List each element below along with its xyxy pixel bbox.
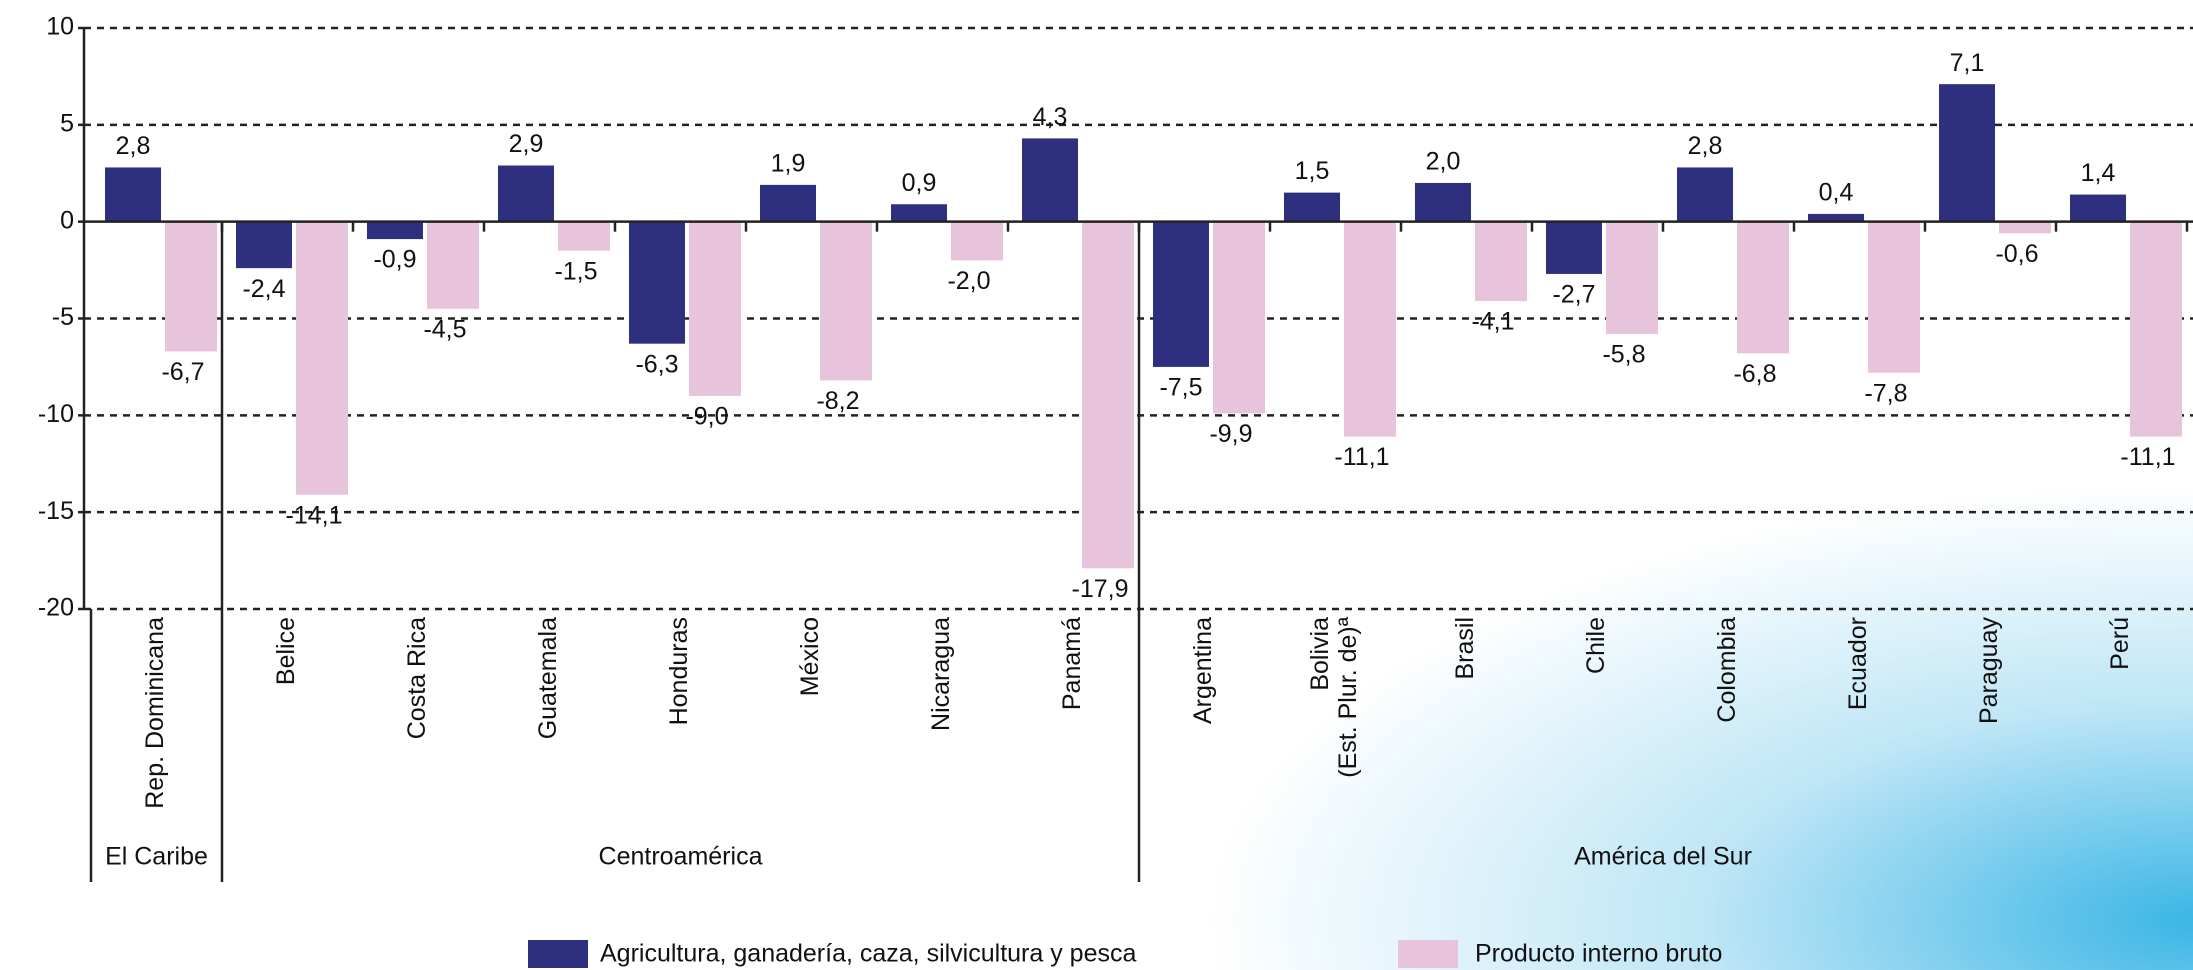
bar [689,221,741,396]
y-tick-label: -10 [38,400,74,428]
x-tick-label: Colombia [1713,617,1741,723]
value-label: -17,9 [1072,575,1129,603]
value-label: -0,6 [1995,240,2038,268]
y-tick-label: -15 [38,497,74,525]
legend-swatch [1398,940,1458,968]
bar [1808,213,1864,222]
x-tick-label: Rep. Dominicana [141,617,169,809]
value-label: 0,9 [902,169,937,197]
value-label: -7,5 [1159,374,1202,402]
bar [1939,84,1995,222]
value-label: -5,8 [1602,341,1645,369]
y-tick-label: -5 [52,303,74,331]
bar [2070,194,2126,222]
value-label: 0,4 [1819,179,1854,207]
value-label: -2,4 [242,275,285,303]
x-tick-label: Ecuador [1844,617,1872,710]
bar [1153,221,1209,367]
bar [629,221,685,344]
value-label: 2,9 [509,130,544,158]
bar [1677,167,1733,222]
x-tick-label: Panamá [1058,617,1086,710]
bar [1475,221,1527,302]
value-label: -6,8 [1733,360,1776,388]
value-label: -14,1 [286,501,343,529]
value-label: -8,2 [816,387,859,415]
x-tick-label: Nicaragua [927,617,955,731]
bar [760,184,816,222]
bar [367,221,423,240]
value-label: 2,8 [1688,132,1723,160]
bar [2130,221,2182,437]
x-tick-label: Perú [2106,617,2134,670]
value-label: 2,8 [116,132,151,160]
bar [558,221,610,251]
value-label: -6,7 [161,358,204,386]
value-label: -9,9 [1209,420,1252,448]
x-tick-label: Honduras [665,617,693,725]
bar [498,165,554,222]
value-label: -6,3 [635,350,678,378]
bar [1999,221,2051,234]
bar [1082,221,1134,569]
bar [1546,221,1602,274]
bar [1213,221,1265,414]
bar [236,221,292,269]
value-label: -1,5 [554,257,597,285]
region-label: Centroamérica [599,843,763,871]
bar [427,221,479,309]
value-label: 2,0 [1426,148,1461,176]
bar [1415,182,1471,222]
value-label: -11,1 [2120,443,2175,471]
x-tick-label: Belice [272,617,300,685]
y-tick-label: 0 [60,206,74,234]
bar [1284,192,1340,222]
bar [296,221,348,495]
value-label: -4,5 [423,315,466,343]
bar [891,204,947,222]
x-tick-label: Bolivia [1306,617,1334,691]
x-tick-label: (Est. Plur. de)ª [1334,616,1362,777]
value-label: -9,0 [685,403,728,431]
y-tick-label: 10 [46,13,74,41]
bar [951,221,1003,261]
x-tick-label: Argentina [1189,617,1217,724]
x-tick-label: Guatemala [534,617,562,739]
value-label: 4,3 [1033,103,1068,131]
value-label: -11,1 [1334,443,1389,471]
bar [1868,221,1920,373]
bar [1606,221,1658,334]
value-label: 1,9 [771,149,806,177]
bar [105,167,161,222]
value-label: 1,5 [1295,157,1330,185]
region-label: El Caribe [105,843,208,871]
x-tick-label: México [796,617,824,696]
value-label: 7,1 [1950,49,1985,77]
value-label: -0,9 [373,246,416,274]
legend-swatch [528,940,588,968]
value-label: -4,1 [1471,308,1514,336]
bar [1737,221,1789,354]
y-tick-label: -20 [38,594,74,622]
x-tick-label: Costa Rica [403,617,431,739]
y-tick-label: 5 [60,109,74,137]
value-label: -2,7 [1552,281,1595,309]
x-tick-label: Paraguay [1975,617,2003,725]
bar [1344,221,1396,437]
x-tick-label: Chile [1582,617,1610,674]
bar [1022,138,1078,222]
legend-label: Producto interno bruto [1475,940,1722,968]
bar [820,221,872,381]
bar [165,221,217,352]
x-tick-label: Brasil [1451,617,1479,680]
region-label: América del Sur [1574,843,1752,871]
value-label: -7,8 [1864,379,1907,407]
value-label: -2,0 [947,267,990,295]
legend-label: Agricultura, ganadería, caza, silvicultu… [600,940,1136,968]
value-label: 1,4 [2081,159,2116,187]
